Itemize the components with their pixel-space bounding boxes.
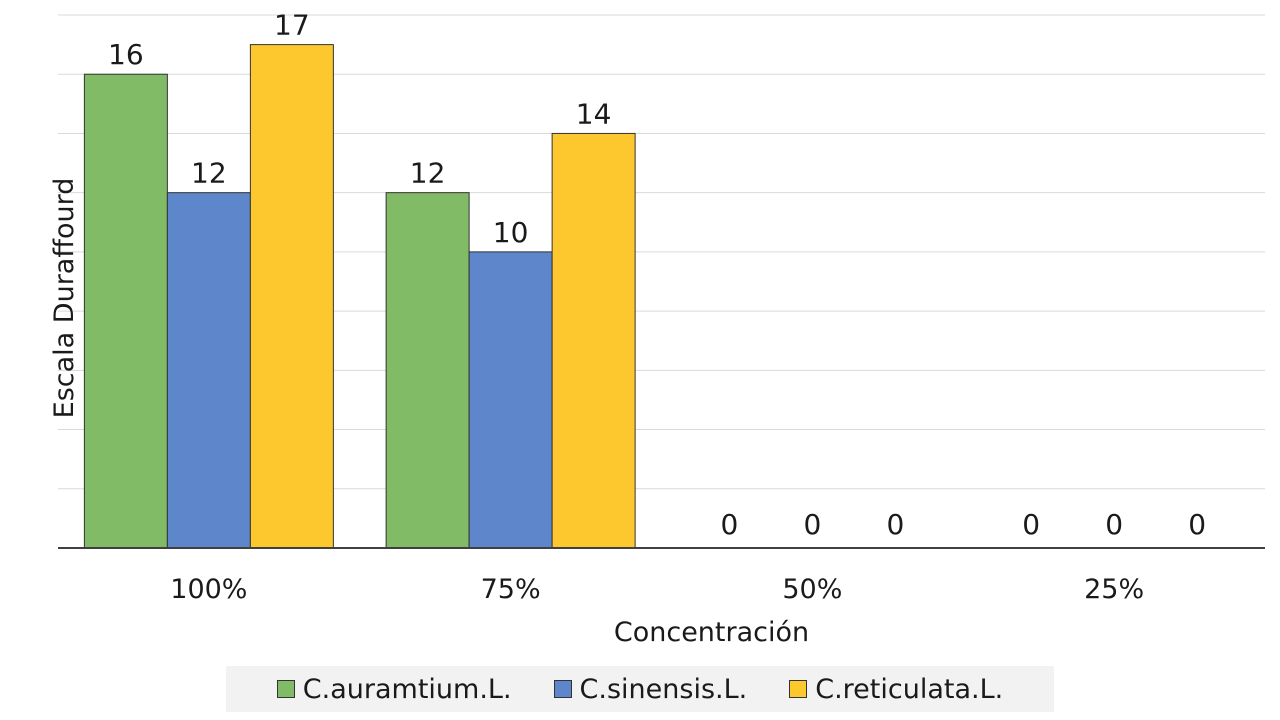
legend-swatch-auramtium [276, 680, 295, 698]
bar-100-c-sinensis-l [166, 192, 251, 549]
legend-swatch-sinensis [553, 680, 572, 698]
legend-item-sinensis: C.sinensis.L. [553, 673, 748, 705]
data-label-75-c-sinensis-l: 10 [493, 216, 529, 249]
data-label-75-c-auramtium-l: 12 [410, 157, 446, 190]
data-label-50-c-reticulata-l: 0 [886, 508, 904, 541]
data-label-75-c-reticulata-l: 14 [576, 97, 612, 130]
bar-100-c-reticulata-l [249, 44, 334, 549]
bar-100-c-auramtium-l [83, 73, 168, 549]
data-label-100-c-sinensis-l: 12 [191, 157, 227, 190]
data-label-50-c-sinensis-l: 0 [803, 508, 821, 541]
data-labels: 16 12 17 12 10 14 0 0 0 0 0 0 [108, 9, 1206, 541]
legend-label-reticulata: C.reticulata.L. [815, 673, 1004, 705]
legend: C.auramtium.L. C.sinensis.L. C.reticulat… [226, 666, 1054, 712]
x-tick-label: 50% [782, 574, 842, 605]
x-tick-label: 75% [481, 574, 541, 605]
data-label-25-c-auramtium-l: 0 [1022, 508, 1040, 541]
data-label-25-c-reticulata-l: 0 [1188, 508, 1206, 541]
bar-chart: 16 12 17 12 10 14 0 0 0 0 0 0 100% 75% 50% 25% Concent… [49, 9, 1265, 648]
x-axis-title: Concentración [614, 617, 809, 648]
legend-item-reticulata: C.reticulata.L. [789, 674, 1003, 705]
legend-swatch-reticulata [789, 680, 808, 698]
bar-75-c-auramtium-l [385, 192, 470, 549]
bar-75-c-reticulata-l [551, 132, 636, 549]
y-axis-title: Escala Duraffourd [49, 178, 80, 419]
x-tick-labels: 100% 75% 50% 25% [170, 574, 1144, 605]
x-tick-label: 100% [170, 574, 247, 605]
x-tick-label: 25% [1084, 574, 1144, 605]
data-label-25-c-sinensis-l: 0 [1105, 508, 1123, 541]
data-label-100-c-auramtium-l: 16 [108, 38, 144, 71]
legend-label-auramtium: C.auramtium.L. [302, 673, 512, 705]
bars [83, 44, 636, 549]
legend-item-auramtium: C.auramtium.L. [276, 673, 512, 705]
data-label-50-c-auramtium-l: 0 [720, 508, 738, 541]
legend-label-sinensis: C.sinensis.L. [579, 673, 748, 705]
bar-75-c-sinensis-l [468, 251, 553, 549]
data-label-100-c-reticulata-l: 17 [274, 9, 310, 42]
